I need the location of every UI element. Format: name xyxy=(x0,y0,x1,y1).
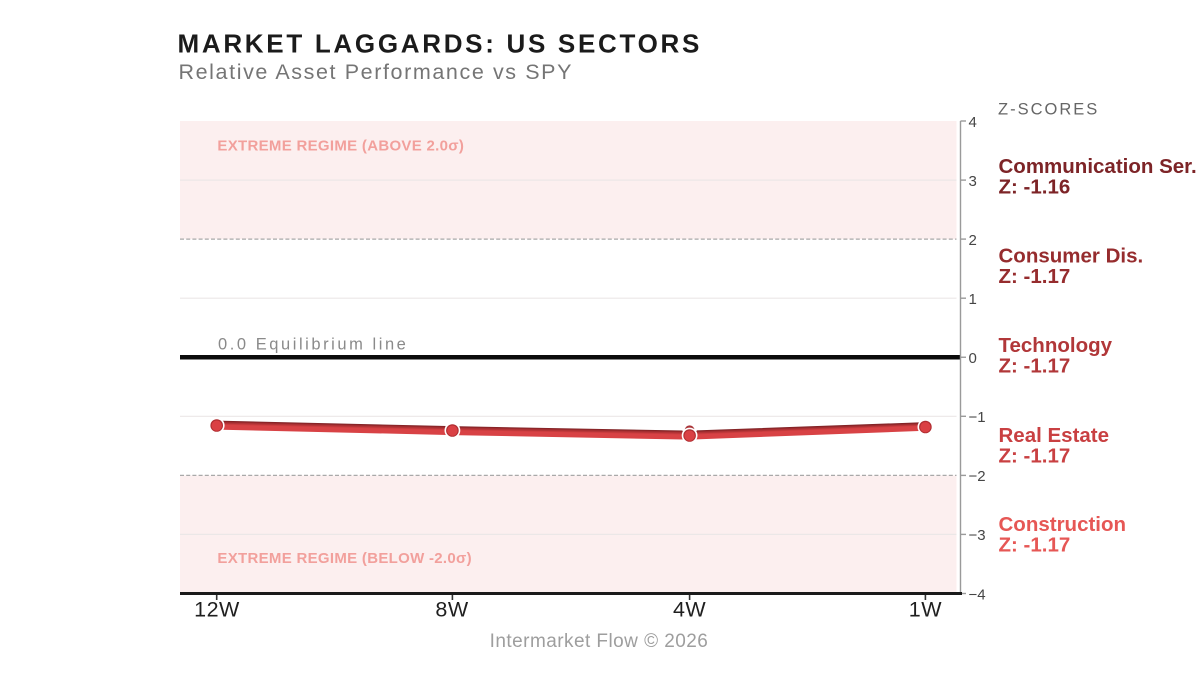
svg-text:−4: −4 xyxy=(969,586,986,603)
svg-text:8W: 8W xyxy=(435,598,468,622)
svg-text:1W: 1W xyxy=(909,598,942,622)
svg-text:Z: -1.17: Z: -1.17 xyxy=(999,533,1071,556)
svg-text:Real Estate: Real Estate xyxy=(999,424,1110,447)
svg-text:4: 4 xyxy=(969,114,977,131)
svg-text:Intermarket Flow © 2026: Intermarket Flow © 2026 xyxy=(490,631,709,652)
svg-text:Consumer Dis.: Consumer Dis. xyxy=(999,245,1144,268)
svg-text:2: 2 xyxy=(969,232,977,249)
svg-text:−2: −2 xyxy=(969,468,986,485)
svg-text:Technology: Technology xyxy=(999,334,1113,357)
svg-text:Construction: Construction xyxy=(999,513,1127,536)
svg-text:Z: -1.17: Z: -1.17 xyxy=(999,265,1071,288)
svg-text:EXTREME REGIME (BELOW -2.0σ): EXTREME REGIME (BELOW -2.0σ) xyxy=(217,550,472,567)
svg-text:3: 3 xyxy=(969,173,977,190)
svg-text:EXTREME REGIME (ABOVE 2.0σ): EXTREME REGIME (ABOVE 2.0σ) xyxy=(217,138,464,155)
svg-text:12W: 12W xyxy=(194,598,240,622)
svg-text:Z: -1.16: Z: -1.16 xyxy=(999,176,1071,199)
svg-text:1: 1 xyxy=(969,291,977,308)
svg-text:MARKET LAGGARDS: US SECTORS: MARKET LAGGARDS: US SECTORS xyxy=(178,29,703,59)
svg-text:−3: −3 xyxy=(969,527,986,544)
svg-text:Relative Asset Performance vs: Relative Asset Performance vs SPY xyxy=(179,60,574,84)
svg-text:0: 0 xyxy=(969,350,977,367)
svg-text:Communication Ser.: Communication Ser. xyxy=(999,155,1197,178)
svg-text:Z-SCORES: Z-SCORES xyxy=(998,101,1099,119)
svg-text:Z: -1.17: Z: -1.17 xyxy=(999,354,1071,377)
svg-text:4W: 4W xyxy=(673,598,706,622)
svg-text:0.0 Equilibrium line: 0.0 Equilibrium line xyxy=(218,336,408,354)
svg-text:−1: −1 xyxy=(969,409,986,426)
svg-text:Z: -1.17: Z: -1.17 xyxy=(999,444,1071,467)
